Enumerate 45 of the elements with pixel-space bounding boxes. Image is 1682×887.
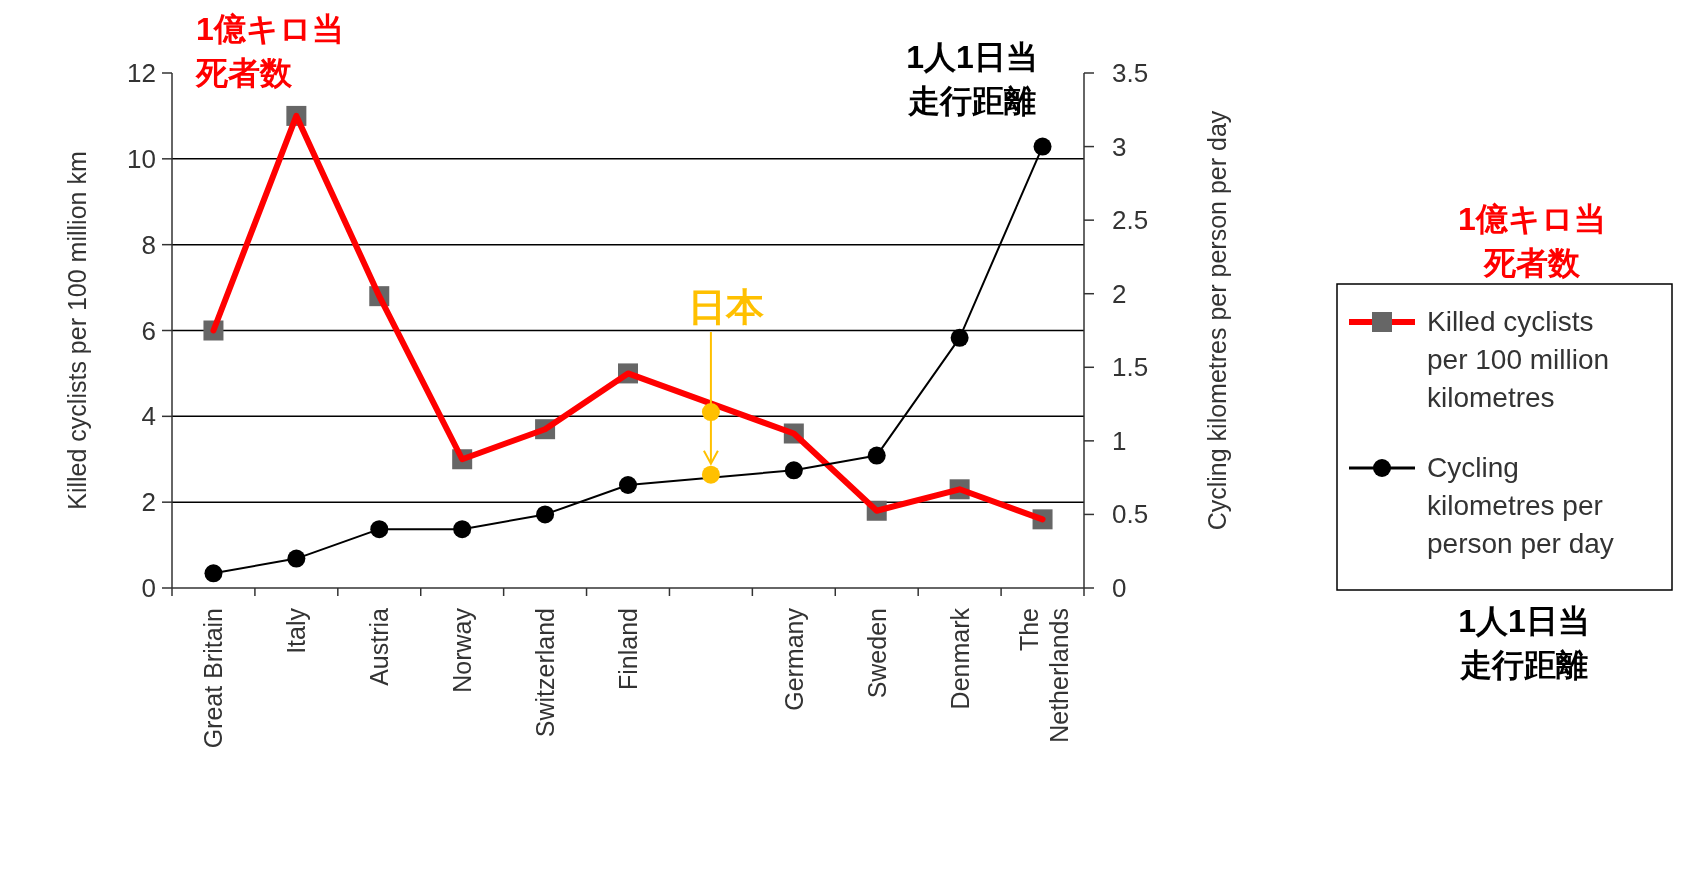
point [867, 446, 886, 465]
text: 日本 [687, 286, 764, 329]
x-tick-label: Sweden [862, 608, 891, 699]
x-tick-label: Italy [282, 607, 311, 654]
x-tick-label: Great Britain [199, 608, 228, 749]
y2-tick-label: 3 [1112, 131, 1127, 162]
y-tick-label: 8 [141, 229, 156, 260]
x-tick-label: Norway [448, 607, 477, 693]
y-tick-label: 0 [141, 573, 156, 603]
y2-tick-label: 3.5 [1112, 58, 1149, 88]
x-tick-label: Austria [365, 607, 394, 686]
text: 1億キロ当死者数 [1458, 201, 1606, 281]
point [950, 328, 969, 347]
y2-tick-label: 1.5 [1112, 352, 1149, 383]
y2-axis-title: Cycling kilometres per person per day [1203, 110, 1231, 531]
annotation: 1億キロ当死者数 [195, 11, 344, 91]
x-tick-label: Germany [779, 607, 808, 711]
point [784, 461, 803, 480]
point [701, 465, 720, 484]
point [536, 505, 555, 524]
y2-tick-label: 0.5 [1112, 499, 1149, 530]
legend-label: Cycling kilometres per person per day [1427, 452, 1614, 559]
text: 1人1日当走行距離 [1458, 603, 1590, 683]
y2-tick-label: 1 [1112, 425, 1127, 456]
y-tick-label: 6 [141, 315, 156, 346]
x-tick-label: Finland [614, 608, 642, 690]
annotation: 1人1日当走行距離 [906, 39, 1038, 119]
y-tick-label: 12 [127, 58, 156, 88]
point [204, 564, 223, 583]
y2-tick-label: 2 [1112, 278, 1127, 309]
point [619, 476, 637, 494]
y-axis-title: Killed cyclists per 100 million km [63, 151, 91, 510]
y2-tick-label: 0 [1112, 573, 1127, 603]
y2-tick-label: 2.5 [1112, 205, 1149, 236]
x-tick-label: The Netherlands [1014, 608, 1073, 743]
y-tick-label: 2 [141, 487, 156, 518]
legend-label: Killed cyclists per 100 million kilometres [1427, 306, 1610, 413]
point [370, 520, 389, 539]
y-tick-label: 4 [141, 401, 156, 432]
point [453, 520, 472, 539]
x-tick-label: Switzerland [531, 608, 560, 738]
x-tick-label: Denmark [945, 607, 974, 710]
y-tick-label: 10 [127, 143, 156, 174]
point [287, 549, 306, 568]
point [1033, 137, 1052, 156]
